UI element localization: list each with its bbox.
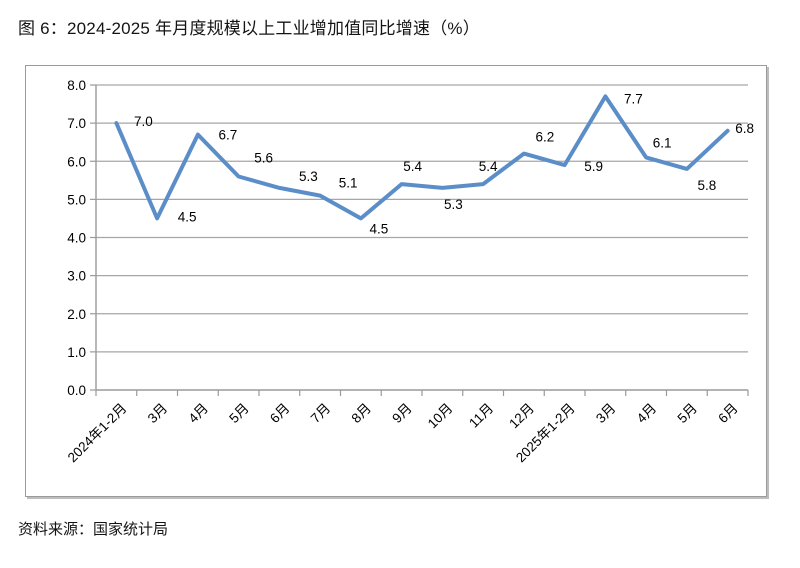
data-label: 5.3 (444, 197, 463, 212)
data-label: 6.8 (735, 121, 754, 136)
x-tick-label: 5月 (675, 401, 700, 426)
x-tick-label: 8月 (349, 401, 374, 426)
data-label: 5.9 (584, 159, 603, 174)
y-tick-label: 8.0 (67, 78, 86, 93)
y-tick-label: 1.0 (67, 345, 86, 360)
x-tick-label: 5月 (226, 401, 251, 426)
x-tick-label: 2024年1-2月 (65, 401, 130, 466)
data-label: 4.5 (369, 221, 388, 236)
x-tick-label: 4月 (186, 401, 211, 426)
y-tick-label: 4.0 (67, 231, 86, 246)
data-label: 7.7 (624, 91, 643, 106)
line-chart: 0.0 1.0 2.0 3.0 4.0 5.0 6.0 7.0 8.0 2024年1-2月 3月 4月… (65, 78, 754, 466)
x-tick-label: 6月 (715, 401, 740, 426)
data-label: 5.4 (479, 159, 498, 174)
x-tick-label: 11月 (466, 401, 496, 431)
y-tick-label: 3.0 (67, 269, 86, 284)
data-label: 5.6 (254, 151, 273, 166)
y-tick-label: 6.0 (67, 154, 86, 169)
data-label: 6.1 (653, 135, 672, 150)
x-tick-label: 7月 (308, 401, 333, 426)
x-tick-label: 4月 (634, 401, 659, 426)
y-tick-label: 7.0 (67, 116, 86, 131)
data-label: 5.4 (403, 159, 422, 174)
y-tick-label: 5.0 (67, 192, 86, 207)
data-label: 4.5 (178, 209, 197, 224)
x-tick-label: 3月 (593, 401, 618, 426)
chart-panel: 0.0 1.0 2.0 3.0 4.0 5.0 6.0 7.0 8.0 2024年1-2月 3月 4月… (25, 65, 767, 497)
data-label: 5.3 (299, 169, 318, 184)
figure-title: 图 6：2024-2025 年月度规模以上工业增加值同比增速（%） (18, 19, 480, 38)
data-label: 6.2 (535, 130, 554, 145)
y-tick-label: 2.0 (67, 307, 86, 322)
x-tick-label: 12月 (506, 401, 537, 432)
x-tick-label: 6月 (267, 401, 292, 426)
y-tick-label: 0.0 (67, 383, 86, 398)
data-label: 6.7 (218, 128, 237, 143)
x-tick-label: 10月 (425, 401, 456, 432)
data-label: 5.8 (697, 178, 716, 193)
source-note: 资料来源：国家统计局 (18, 521, 169, 538)
series-line (114, 94, 730, 221)
data-label: 7.0 (134, 114, 153, 129)
x-tick-label: 9月 (389, 401, 414, 426)
data-label: 5.1 (339, 176, 358, 191)
x-tick-label: 3月 (145, 401, 170, 426)
